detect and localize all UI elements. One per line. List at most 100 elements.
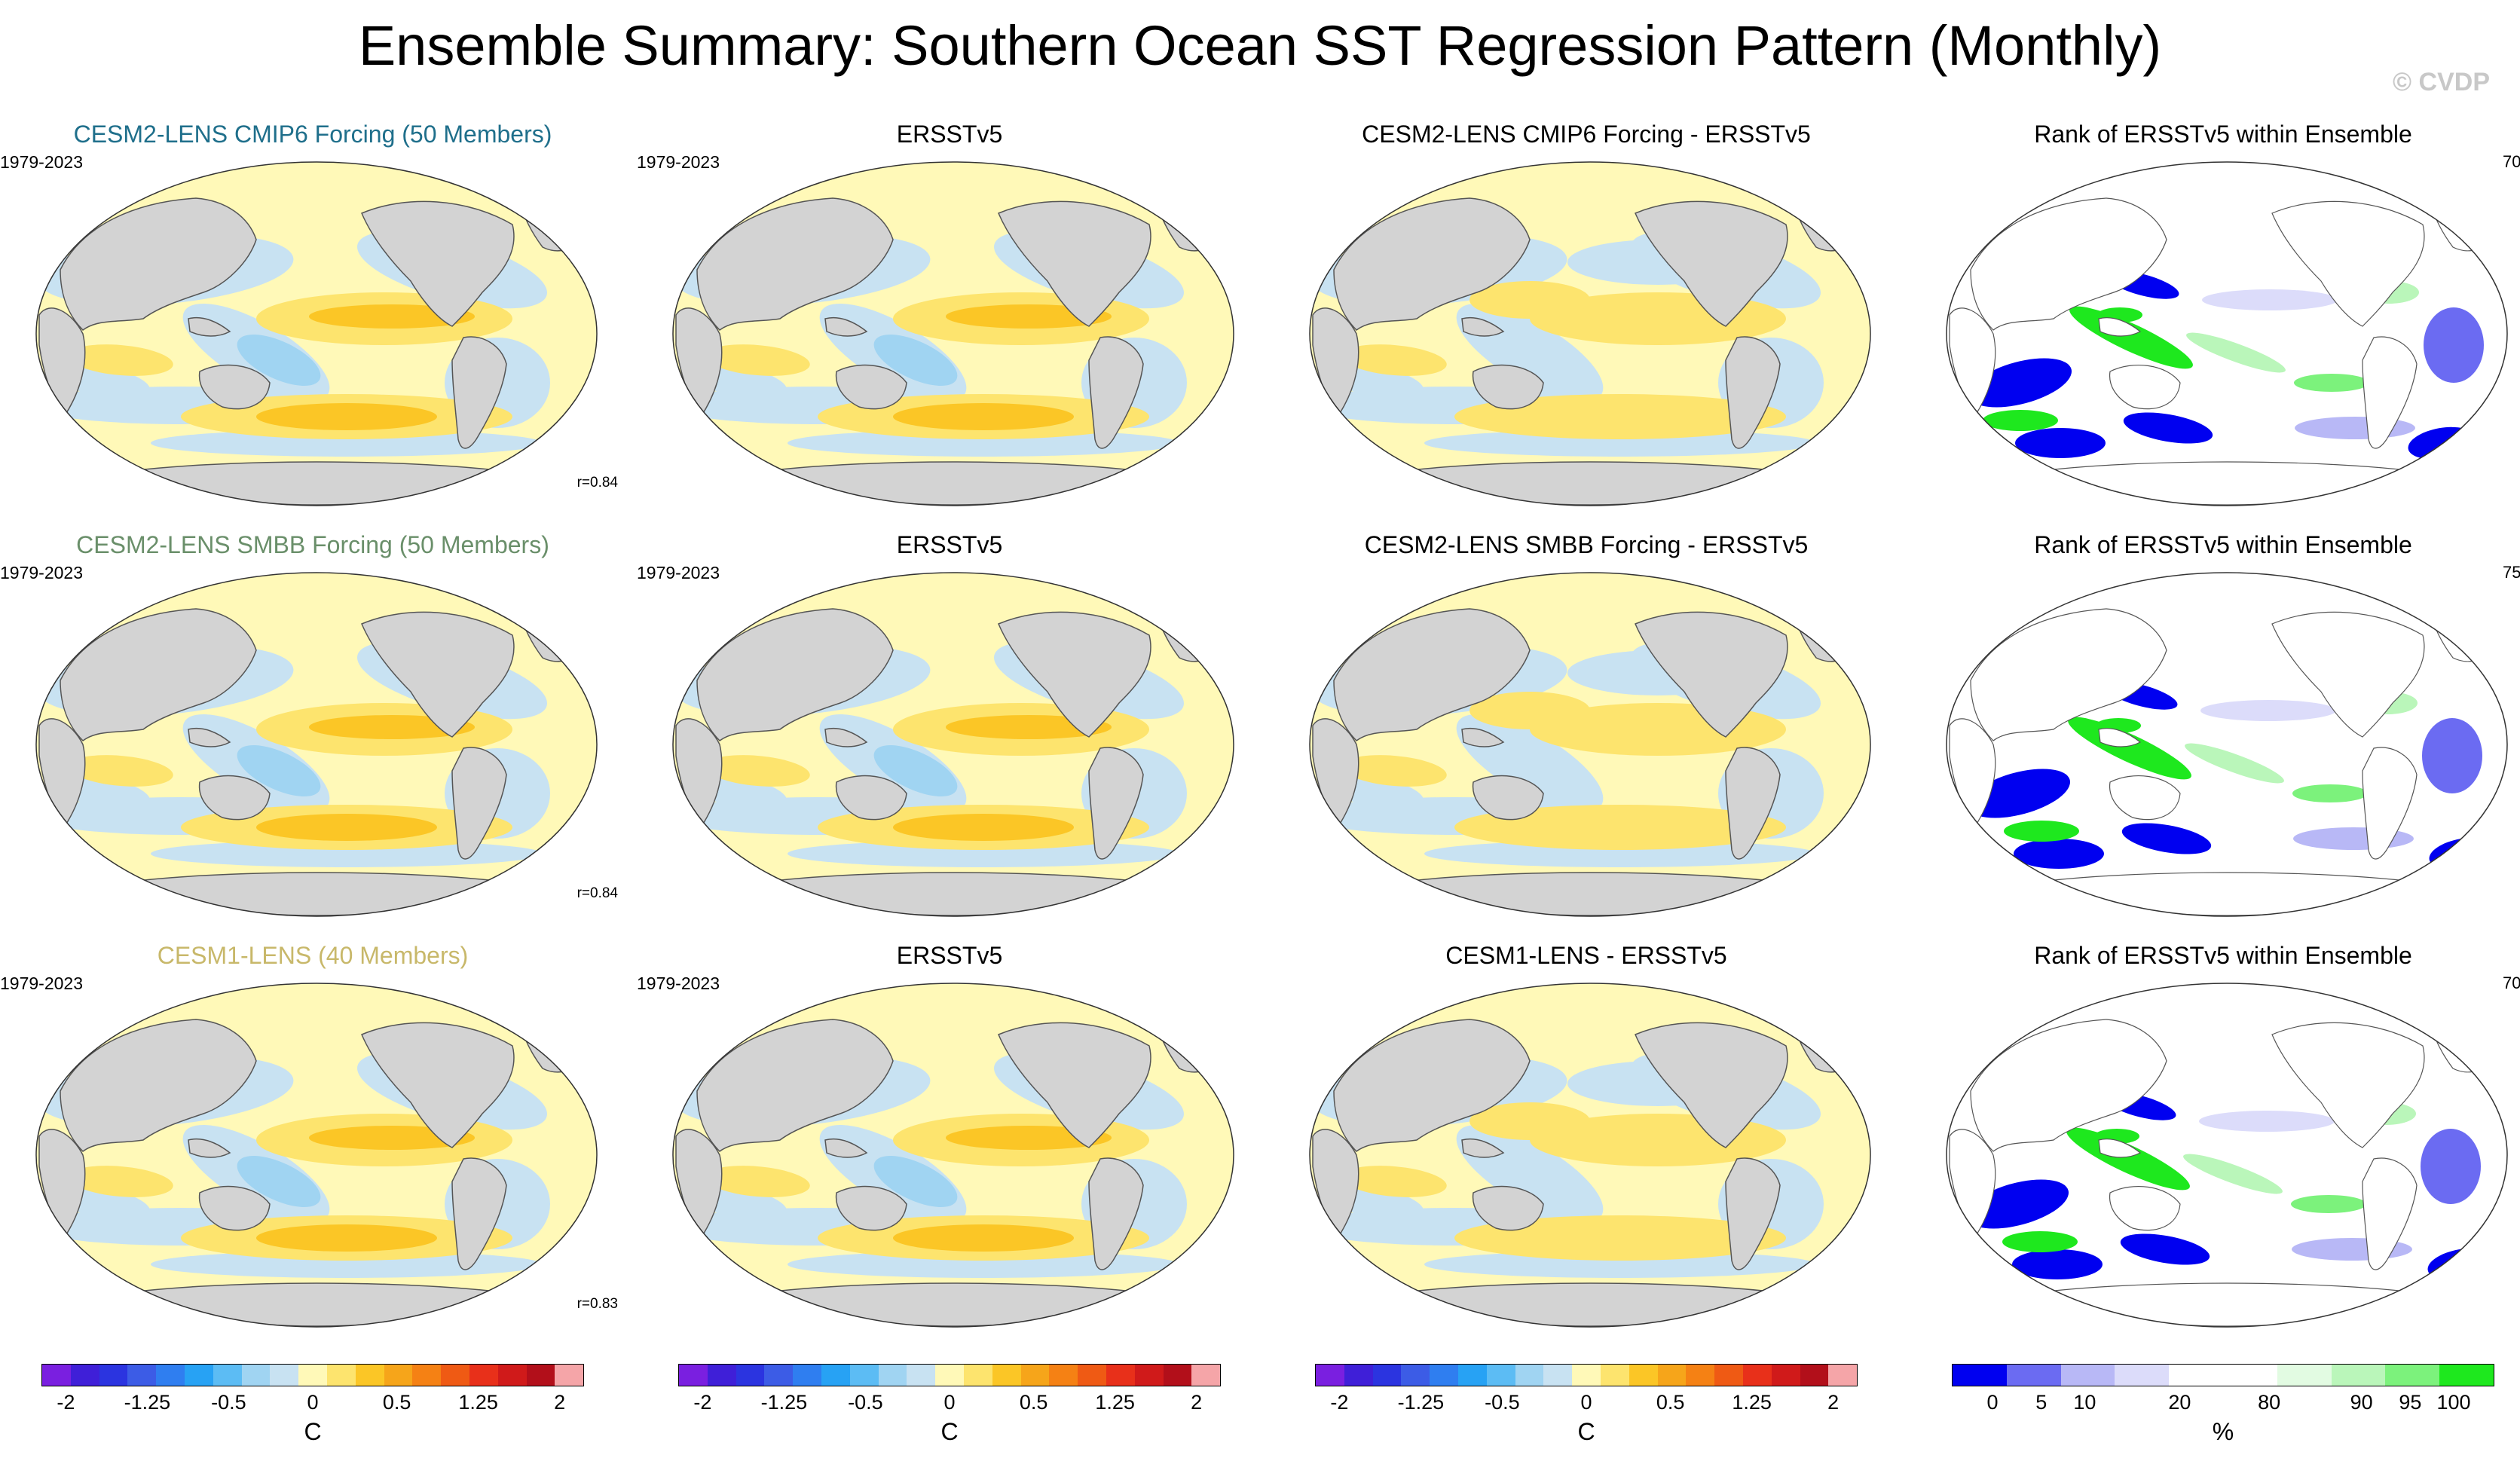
land-mask xyxy=(188,317,231,337)
colorbar-swatch xyxy=(1953,1365,2007,1386)
land-mask xyxy=(111,1282,522,1327)
land-mask xyxy=(835,1185,907,1231)
rank-title: Rank of ERSSTv5 within Ensemble xyxy=(2034,942,2412,969)
colorbar-tick-label: -2 xyxy=(1330,1391,1349,1414)
colorbar-swatch xyxy=(935,1365,964,1386)
low-rank-region xyxy=(2012,1249,2103,1279)
colorbar-swatch xyxy=(384,1365,413,1386)
colorbar-tick-label: 0 xyxy=(1986,1391,1999,1414)
land-mask xyxy=(60,1019,257,1152)
colorbar-swatch xyxy=(1486,1365,1515,1386)
warm-anomaly-region xyxy=(1341,344,1447,376)
land-mask xyxy=(1088,747,1144,860)
cool-anomaly-core xyxy=(873,1155,958,1208)
land-outline xyxy=(2022,461,2432,506)
colorbar-diff: C -2 -1.25 -0.5 0 0.5 1.25 2 xyxy=(1315,1364,1858,1447)
cool-anomaly-region xyxy=(1424,840,1816,867)
land-outline xyxy=(2022,1282,2432,1327)
colorbar-tick-label: 2 xyxy=(554,1391,566,1414)
colorbar-swatches xyxy=(1315,1364,1858,1386)
colorbar-swatch xyxy=(1771,1365,1800,1386)
panel-obs-row2: ERSSTv5 1979-2023 xyxy=(637,531,1262,942)
colorbar-tick-label: 0 xyxy=(307,1391,319,1414)
map-svg xyxy=(1946,983,2508,1328)
land-outline xyxy=(2098,728,2142,747)
cool-anomaly-region xyxy=(1424,1251,1816,1278)
warm-anomaly-region xyxy=(1341,1166,1447,1197)
model-title: CESM2-LENS CMIP6 Forcing (50 Members) xyxy=(73,121,552,148)
map-border xyxy=(672,983,1234,1328)
land-mask xyxy=(1472,364,1544,410)
low-rank-region xyxy=(2123,412,2213,444)
model-title: CESM2-LENS SMBB Forcing (50 Members) xyxy=(76,531,549,558)
high-rank-region xyxy=(1983,410,2058,431)
map-border xyxy=(1946,161,2508,506)
land-mask xyxy=(824,1139,868,1158)
warm-anomaly-region xyxy=(68,344,173,376)
colorbar-swatch xyxy=(736,1365,765,1386)
colorbar-swatch xyxy=(907,1365,936,1386)
land-outline xyxy=(1970,1019,2167,1152)
warm-anomaly-core xyxy=(893,1224,1074,1252)
rank-title: Rank of ERSSTv5 within Ensemble xyxy=(2034,121,2412,148)
model-title: CESM1-LENS (40 Members) xyxy=(157,942,469,969)
colorbar-swatch xyxy=(2060,1365,2115,1386)
diff-title: CESM2-LENS SMBB Forcing - ERSSTv5 xyxy=(1364,531,1809,558)
correlation-label: r=0.83 xyxy=(576,1296,618,1312)
colorbar-swatch xyxy=(42,1365,71,1386)
cool-anomaly-core xyxy=(237,1155,321,1208)
colorbar-unit: % xyxy=(2212,1418,2234,1445)
land-mask xyxy=(60,197,257,331)
colorbar-tick-label: 0.5 xyxy=(382,1391,411,1414)
colorbar-tick-label: 20 xyxy=(2168,1391,2191,1414)
land-outline xyxy=(2362,747,2418,860)
land-mask xyxy=(1384,872,1796,916)
colorbar-swatch xyxy=(1828,1365,1858,1386)
colorbar-swatches xyxy=(678,1364,1221,1386)
panel-diff-row1: CESM2-LENS CMIP6 Forcing - ERSSTv5 xyxy=(1274,121,1899,531)
colorbar-tick-label: 90 xyxy=(2350,1391,2373,1414)
diff-title: CESM2-LENS CMIP6 Forcing - ERSSTv5 xyxy=(1362,121,1811,148)
colorbar-unit: C xyxy=(304,1418,322,1445)
colorbar-swatch xyxy=(469,1365,498,1386)
period-label: 1979-2023 xyxy=(0,152,83,172)
colorbar-tick-label: 2 xyxy=(1191,1391,1203,1414)
colorbar-swatch xyxy=(1543,1365,1573,1386)
colorbar-swatch xyxy=(1163,1365,1192,1386)
colorbar-tick-label: -2 xyxy=(693,1391,712,1414)
rank-map xyxy=(1940,978,2513,1332)
land-mask xyxy=(1088,336,1144,449)
land-mask xyxy=(1333,608,1531,741)
warm-anomaly-core xyxy=(256,1224,437,1252)
colorbar-swatch xyxy=(2006,1365,2061,1386)
map-field xyxy=(1310,162,1870,506)
colorbar-tick-label: 95 xyxy=(2399,1391,2422,1414)
map-border xyxy=(35,161,598,506)
colorbar-tick-label: 1.25 xyxy=(458,1391,498,1414)
colorbar-swatch xyxy=(326,1365,356,1386)
map-field xyxy=(1310,983,1870,1327)
colorbar-swatch xyxy=(1401,1365,1430,1386)
period-label: 1979-2023 xyxy=(0,974,83,993)
cool-anomaly-region xyxy=(151,840,543,867)
high-rank-region xyxy=(2004,821,2079,842)
colorbar-swatch xyxy=(1344,1365,1373,1386)
colorbar-swatch xyxy=(441,1365,469,1386)
obs-title: ERSSTv5 xyxy=(896,942,1003,969)
colorbar-swatch xyxy=(497,1365,527,1386)
map-svg xyxy=(672,572,1234,917)
correlation-label: r=0.84 xyxy=(576,885,618,901)
low-rank-region xyxy=(1968,358,2072,408)
colorbar-swatch xyxy=(2169,1365,2223,1386)
land-mask xyxy=(1472,1185,1544,1231)
cool-anomaly-core xyxy=(873,334,958,387)
colorbar-swatch xyxy=(555,1365,584,1386)
diff-map xyxy=(1304,978,1876,1332)
land-mask xyxy=(188,1139,231,1158)
low-rank-region xyxy=(2034,164,2094,179)
colorbar-swatch xyxy=(679,1365,708,1386)
map-field xyxy=(1310,573,1870,916)
colorbar-tick-label: 5 xyxy=(2035,1391,2048,1414)
obs-title: ERSSTv5 xyxy=(896,121,1003,148)
warm-anomaly-region xyxy=(1469,1102,1590,1140)
